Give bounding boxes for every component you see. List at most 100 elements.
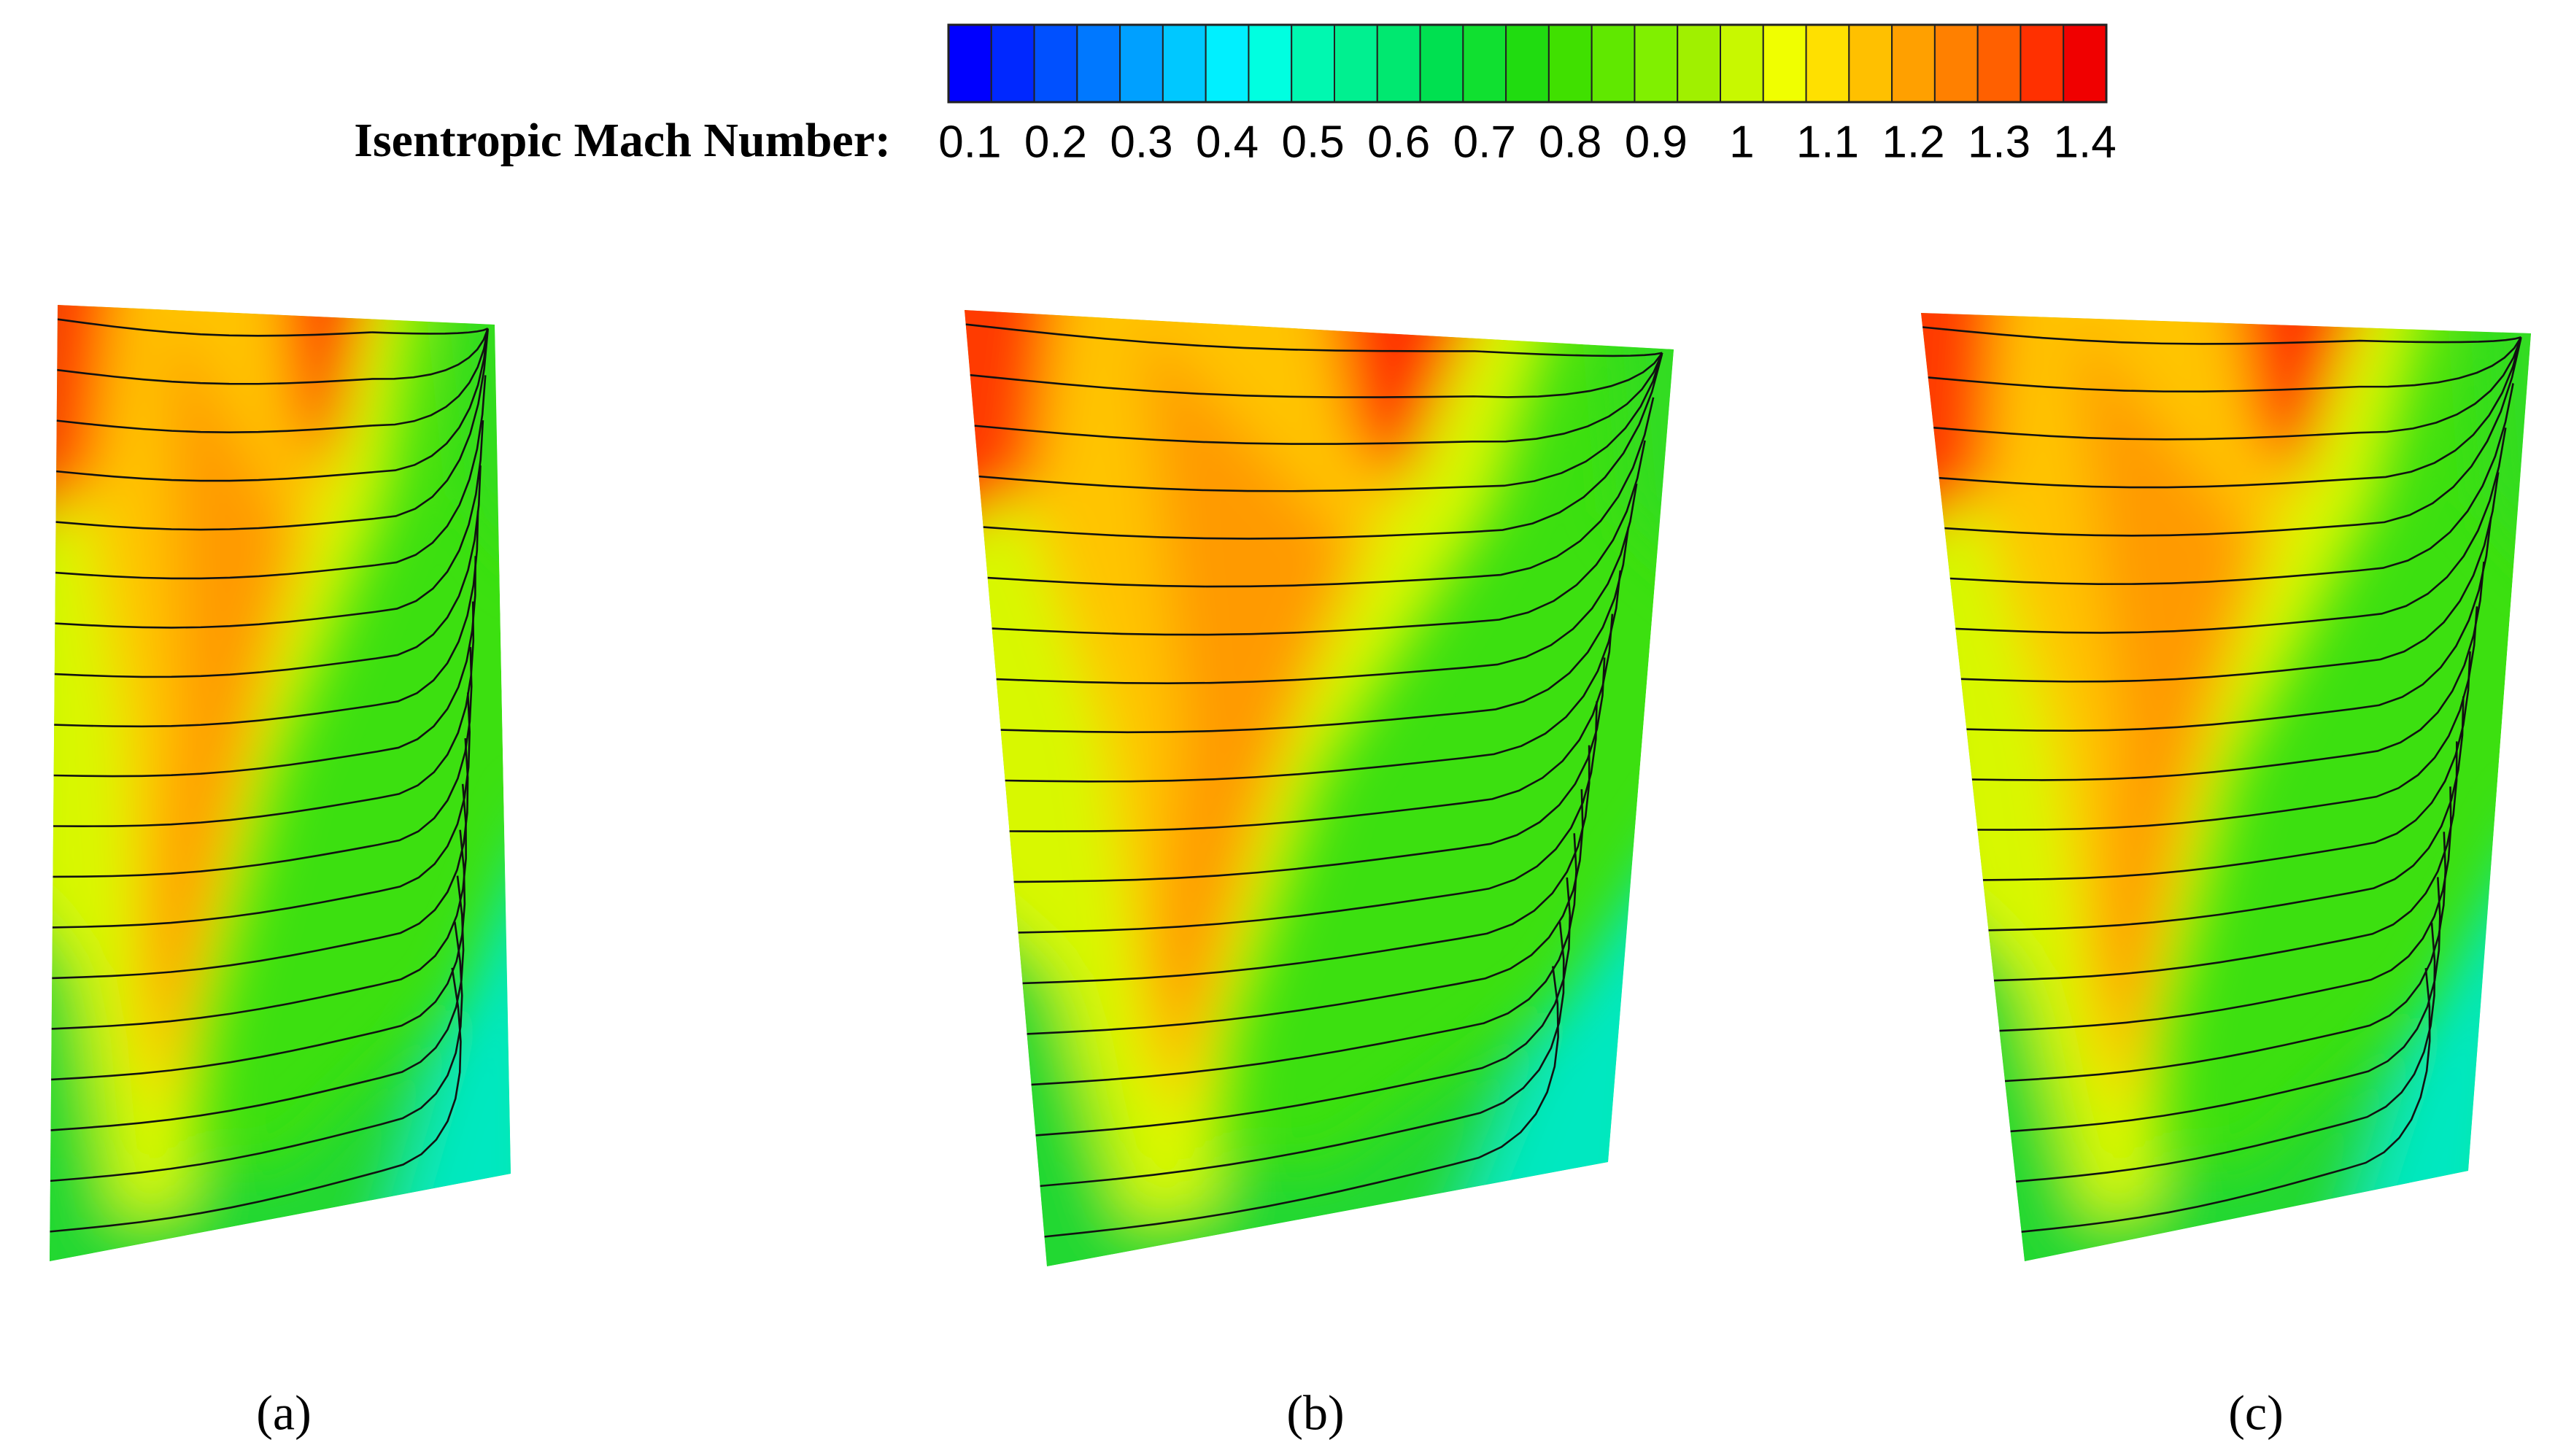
colorbar-band [1248, 24, 1293, 103]
contour-region [965, 310, 1065, 549]
colorbar-tick-label: 0.1 [938, 117, 1001, 167]
streamline [50, 875, 465, 1131]
colorbar-title: Isentropic Mach Number: [354, 114, 891, 167]
streamline [996, 483, 1638, 685]
streamline [2004, 832, 2447, 1083]
streamline [1966, 516, 2492, 732]
colorbar-tick-label: 1.4 [2054, 117, 2117, 167]
streamline [54, 465, 482, 678]
streamline [1044, 966, 1559, 1238]
colorbar-band [1119, 24, 1164, 103]
contour-panel [965, 310, 1674, 1266]
colorbar-band [990, 24, 1035, 103]
contour-region [2074, 318, 2260, 1072]
colorbar-band [1462, 24, 1507, 103]
streamline [1018, 701, 1598, 934]
streamline [50, 967, 462, 1233]
colorbar-band [1848, 24, 1893, 103]
colorbar-band [1076, 24, 1121, 103]
streamline [1922, 326, 2521, 345]
colorbar-band [1505, 24, 1550, 103]
streamline [2010, 877, 2441, 1133]
colorbar-band [1762, 24, 1807, 103]
streamline [974, 352, 1663, 445]
colorbar-band [1677, 24, 1721, 103]
contour-region [373, 787, 511, 1261]
colorbar-band [2063, 24, 2107, 103]
streamline [1988, 696, 2465, 932]
streamline [55, 328, 489, 482]
streamline [1939, 336, 2522, 489]
streamline [1035, 877, 1572, 1136]
contour-region [275, 305, 384, 478]
contour-panel [1921, 313, 2531, 1261]
streamline [965, 323, 1663, 357]
streamline [1933, 336, 2522, 441]
streamline [55, 420, 484, 629]
streamline [54, 511, 479, 728]
colorbar-tick-label: 1.3 [1968, 117, 2030, 167]
contour-layers [50, 305, 511, 1261]
streamline [1960, 472, 2500, 683]
streamline [1031, 833, 1577, 1086]
streamline [56, 328, 489, 433]
contour-panel [50, 305, 511, 1261]
streamline [52, 692, 471, 929]
streamline [978, 352, 1663, 492]
colorbar-tick-label: 0.2 [1024, 117, 1087, 167]
streamline [983, 354, 1663, 540]
colorbar-band [1720, 24, 1764, 103]
colorbar-band [1419, 24, 1464, 103]
streamline [970, 352, 1663, 398]
streamline [1027, 789, 1584, 1035]
contour-region [1142, 320, 1355, 1073]
colorbar-tick-label: 0.8 [1539, 117, 1601, 167]
streamline [53, 556, 477, 778]
streamline [1009, 613, 1614, 832]
colorbar-tick-label: 0.3 [1110, 117, 1172, 167]
contour-region [1318, 310, 1499, 491]
streamline [57, 318, 489, 337]
streamline [1944, 338, 2522, 537]
colorbar-band [1376, 24, 1421, 103]
streamline [2015, 922, 2436, 1183]
contour-region [152, 309, 300, 1071]
colorbar-band [1591, 24, 1636, 103]
colorbar-tick-label: 0.9 [1625, 117, 1688, 167]
colorbar-band [1162, 24, 1207, 103]
streamline [53, 646, 473, 878]
colorbar-frame [947, 23, 2108, 104]
colorbar-band [1205, 24, 1250, 103]
streamline [1013, 657, 1606, 883]
streamline [1022, 745, 1591, 985]
streamline [55, 375, 487, 580]
colorbar-tick-label: 0.7 [1453, 117, 1516, 167]
contour-region [50, 305, 124, 545]
colorbar-tick-label: 0.6 [1367, 117, 1430, 167]
colorbar-band [1805, 24, 1850, 103]
streamline [1982, 651, 2471, 881]
streamline [50, 921, 463, 1182]
colorbar-band [1933, 24, 1979, 103]
colorbar-tick-label: 1.2 [1882, 117, 1944, 167]
streamline [1949, 383, 2514, 585]
colorbar-band [1634, 24, 1679, 103]
colorbar-band [948, 24, 992, 103]
panel-label: (b) [1286, 1385, 1344, 1441]
streamline [1971, 561, 2485, 781]
colorbar-band [2020, 24, 2065, 103]
panel-label: (c) [2228, 1385, 2283, 1441]
streamline [1977, 606, 2478, 831]
colorbar-band [1976, 24, 2022, 103]
colorbar-tick-label: 1 [1729, 117, 1754, 167]
streamline [57, 328, 489, 385]
colorbar-tick-label: 1.1 [1796, 117, 1859, 167]
streamline [53, 601, 475, 827]
colorbar-tick-label: 0.5 [1282, 117, 1345, 167]
streamline [1000, 527, 1630, 734]
streamline [1040, 921, 1565, 1188]
streamline [2021, 968, 2431, 1233]
contour-region [2224, 313, 2381, 484]
